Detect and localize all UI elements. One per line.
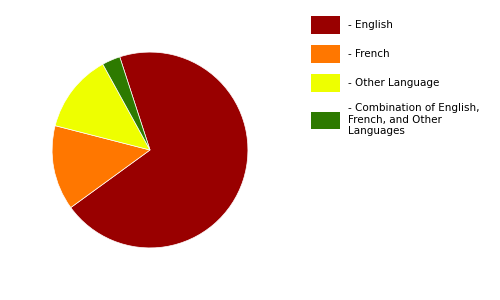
Wedge shape bbox=[71, 52, 248, 248]
Wedge shape bbox=[52, 126, 150, 208]
Wedge shape bbox=[55, 64, 150, 150]
Legend: - English, - French, - Other Language, - Combination of English,
French, and Oth: - English, - French, - Other Language, -… bbox=[306, 11, 485, 142]
Wedge shape bbox=[103, 57, 150, 150]
